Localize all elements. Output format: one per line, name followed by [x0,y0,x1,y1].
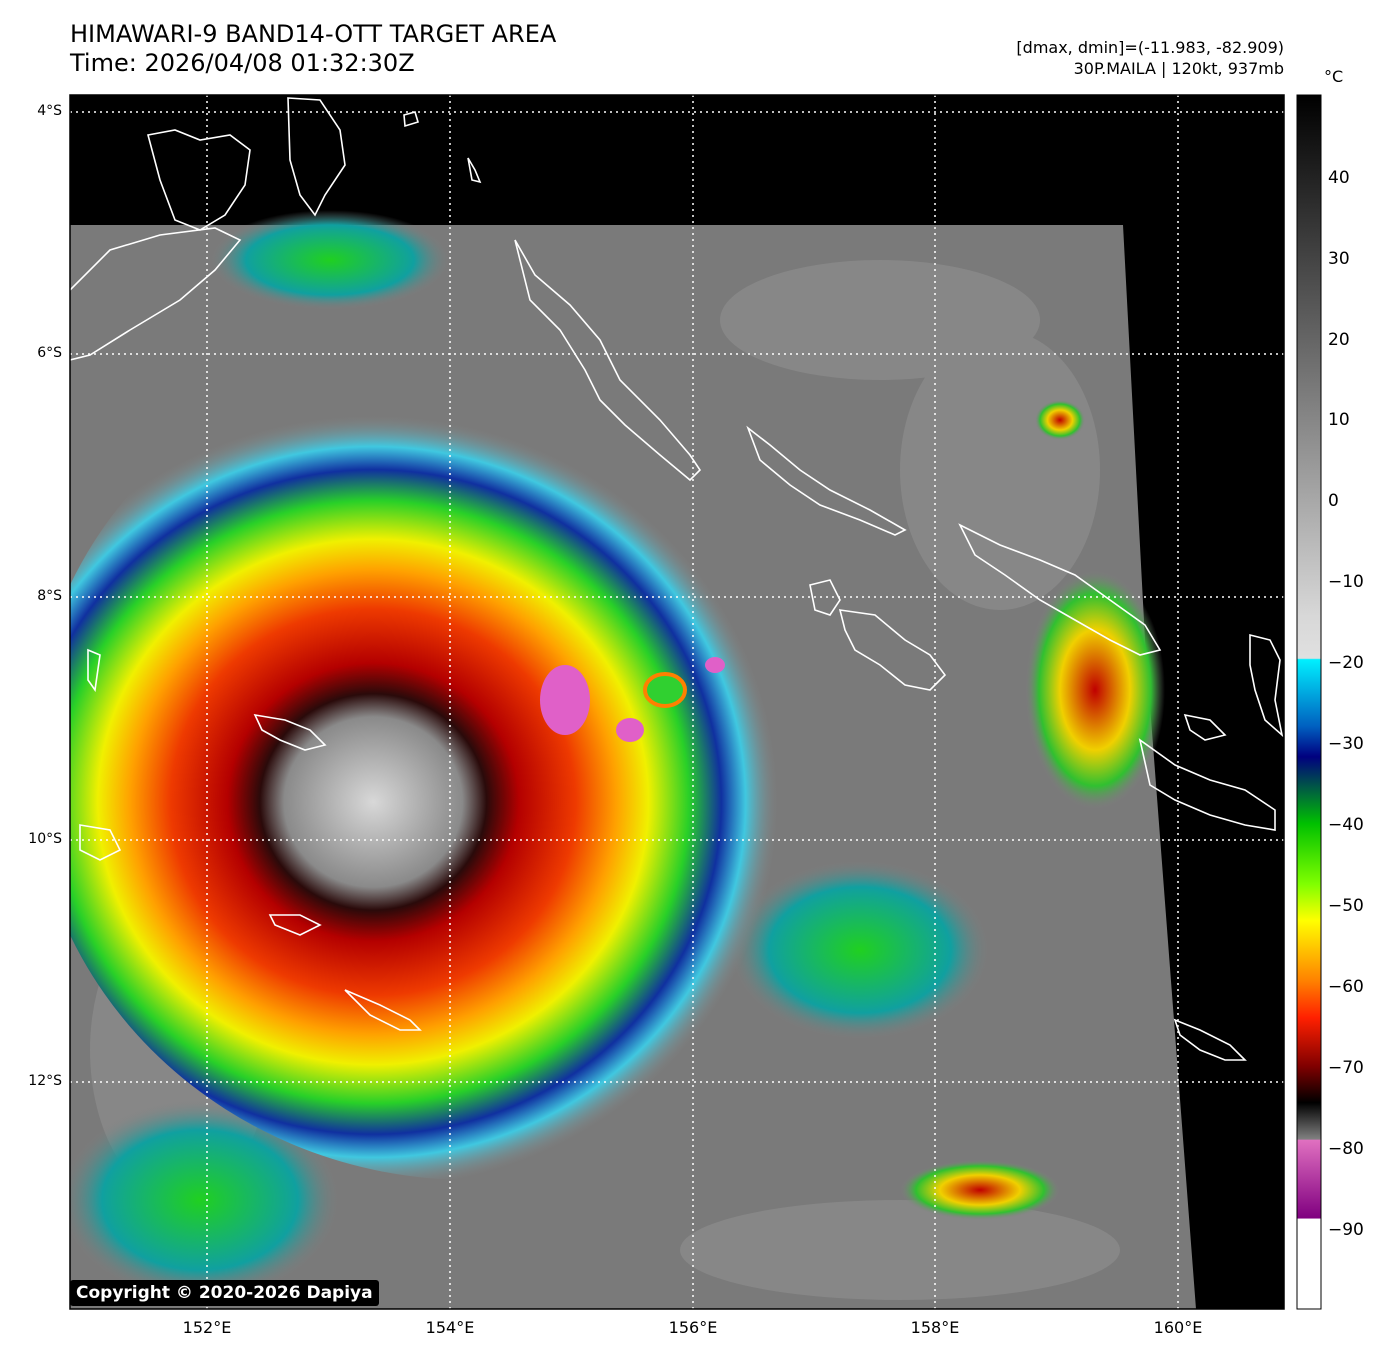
title-line-1: HIMAWARI-9 BAND14-OTT TARGET AREA [70,20,557,48]
coastlines [70,97,1284,1061]
lat-label-12s: 12°S [28,1073,62,1089]
lat-label-10s: 10°S [28,831,62,847]
colorbar-tick: −30 [1328,734,1364,754]
convective-cell-south [900,1160,1060,1220]
colorbar-tick: −60 [1328,977,1364,997]
title-line-2: Time: 2026/04/08 01:32:30Z [70,49,415,77]
storm-info: [dmax, dmin]=(-11.983, -82.909) 30P.MAIL… [1016,37,1284,79]
colorbar-tick: −20 [1328,653,1364,673]
info-line-2: 30P.MAILA | 120kt, 937mb [1073,59,1284,78]
colorbar-tick: −50 [1328,896,1364,916]
convective-cell-northeast [1035,400,1085,440]
colorbar-tick: −10 [1328,572,1364,592]
overshooting-tops [540,657,725,742]
colorbar-tick: −80 [1328,1139,1364,1159]
colorbar [1296,94,1322,1310]
colorbar-unit: °C [1324,67,1344,86]
lon-label-152e: 152°E [182,1318,232,1337]
lon-label-158e: 158°E [910,1318,960,1337]
colorbar-tick: −40 [1328,815,1364,835]
convective-cell-east [1025,570,1165,810]
lat-label-4s: 4°S [37,103,62,119]
lon-label-160e: 160°E [1153,1318,1203,1337]
colorbar-tick: 0 [1328,491,1339,511]
colorbar-tick: −70 [1328,1058,1364,1078]
map-frame [69,94,1285,1310]
graticule [70,95,1284,1309]
colorbar-tick: 10 [1328,410,1350,430]
colorbar-tick: 20 [1328,330,1350,350]
colorbar-tick: 40 [1328,168,1350,188]
lon-label-156e: 156°E [668,1318,718,1337]
colorbar-tick: 30 [1328,249,1350,269]
convective-band-north [210,210,450,310]
lat-label-6s: 6°S [37,345,62,361]
copyright-badge: Copyright © 2020-2026 Dapiya [70,1280,379,1306]
colorbar-tick: −90 [1328,1220,1364,1240]
cyclone-eye [643,672,687,708]
convective-band-southwest [70,1100,340,1300]
chart-title: HIMAWARI-9 BAND14-OTT TARGET AREA Time: … [70,20,556,78]
cyclone-cloud-shield [70,340,910,1180]
lat-label-8s: 8°S [37,588,62,604]
info-line-1: [dmax, dmin]=(-11.983, -82.909) [1016,38,1284,57]
lon-label-154e: 154°E [425,1318,475,1337]
